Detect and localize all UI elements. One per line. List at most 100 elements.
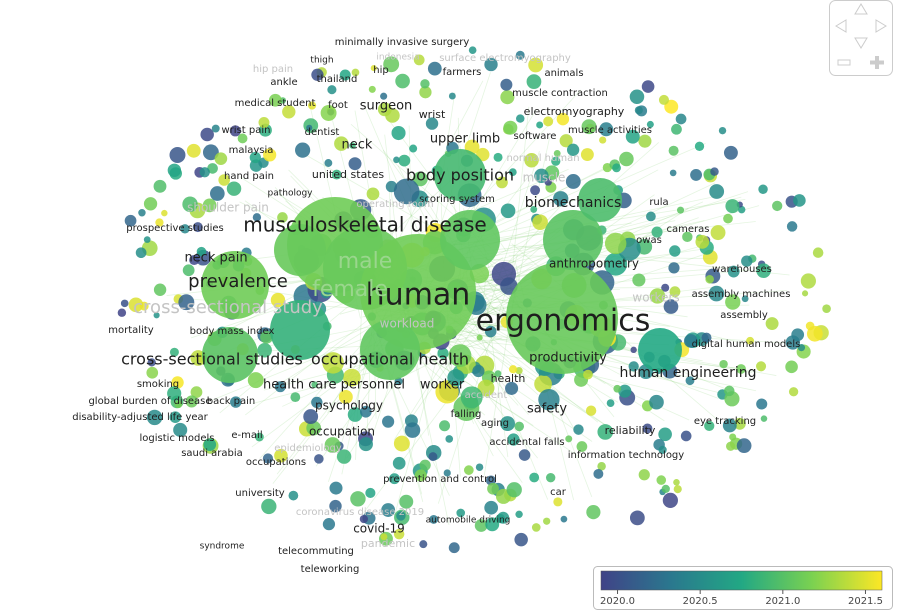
node-bubble	[448, 92, 456, 100]
node-bubble	[427, 61, 442, 76]
node-bubble	[200, 127, 214, 142]
node-bubble	[494, 370, 502, 378]
node-label: epidemiology	[274, 443, 342, 454]
node-label: health care personnel	[263, 378, 405, 393]
node-label: prospective studies	[126, 223, 223, 234]
node-bubble	[211, 124, 220, 133]
node-label: occupational health	[311, 350, 469, 369]
node-label: disability-adjusted life year	[72, 412, 208, 423]
node-bubble	[474, 519, 488, 532]
node-bubble	[675, 113, 687, 125]
zoom-in[interactable]	[870, 56, 884, 69]
node-label: prevalence	[188, 271, 288, 292]
node-bubble	[586, 505, 601, 520]
node-bubble	[274, 224, 326, 276]
node-bubble	[311, 381, 318, 388]
node-bubble	[117, 308, 127, 317]
node-bubble	[331, 169, 342, 180]
node-bubble	[524, 153, 539, 168]
zoom-out[interactable]	[837, 59, 851, 66]
node-label: thigh	[310, 56, 333, 66]
node-bubble	[169, 146, 186, 163]
node-bubble	[135, 247, 147, 259]
node-bubble	[409, 144, 418, 153]
node-bubble	[496, 176, 508, 189]
node-bubble	[277, 212, 288, 223]
node-bubble	[741, 255, 753, 267]
node-bubble	[629, 510, 645, 526]
node-bubble	[628, 361, 639, 372]
node-bubble	[514, 421, 525, 432]
colorbar: 2020.0 2020.5 2021.0 2021.5	[593, 566, 893, 610]
node-bubble	[311, 68, 324, 81]
node-bubble	[190, 386, 203, 398]
node-label: aging	[481, 418, 509, 429]
node-bubble	[182, 264, 195, 277]
node-label: safety	[527, 402, 567, 417]
node-bubble	[257, 343, 272, 358]
node-bubble	[252, 213, 262, 222]
node-bubble	[673, 485, 682, 494]
edge	[259, 329, 376, 459]
node-bubble	[565, 174, 581, 189]
node-label: indonesia	[376, 53, 419, 63]
node-bubble	[437, 347, 449, 359]
node-bubble	[174, 400, 183, 409]
node-label: assembly	[720, 310, 768, 321]
node-label: saudi arabia	[181, 448, 243, 459]
node-label: male	[338, 249, 393, 274]
pan-up[interactable]	[854, 3, 868, 15]
edge	[497, 306, 505, 332]
node-bubble	[146, 409, 163, 426]
node-bubble	[741, 295, 749, 303]
node-bubble	[139, 301, 149, 311]
node-bubble	[695, 234, 710, 249]
node-label: hip pain	[253, 64, 293, 75]
node-label: global burden of disease	[88, 396, 211, 407]
node-bubble	[395, 73, 410, 89]
node-bubble	[202, 144, 219, 161]
node-bubble	[218, 174, 230, 186]
node-bubble	[182, 196, 198, 212]
pan-left[interactable]	[835, 19, 847, 33]
node-bubble	[448, 344, 472, 368]
node-bubble	[805, 321, 815, 331]
node-bubble	[320, 105, 337, 121]
node-bubble	[556, 112, 570, 126]
node-bubble	[324, 159, 333, 167]
node-label: e-mail	[231, 430, 262, 441]
node-bubble	[201, 251, 269, 319]
node-bubble	[507, 433, 520, 446]
node-label: syndrome	[200, 542, 245, 552]
node-bubble	[475, 463, 484, 471]
node-bubble	[435, 380, 459, 404]
node-bubble	[704, 420, 715, 432]
node-bubble	[260, 330, 274, 344]
node-bubble	[812, 247, 824, 258]
node-bubble	[274, 381, 286, 393]
node-label: eye tracking	[694, 416, 756, 427]
node-bubble	[629, 89, 645, 104]
node-bubble	[822, 304, 831, 314]
node-bubble	[412, 171, 428, 187]
node-bubble	[186, 143, 201, 158]
node-bubble	[565, 435, 573, 443]
node-bubble	[274, 448, 288, 463]
node-label: medical student	[235, 98, 316, 109]
colorbar-tick-label: 2021.5	[848, 596, 883, 607]
pan-down[interactable]	[854, 37, 868, 49]
node-bubble	[167, 163, 182, 177]
node-label: psychology	[315, 399, 383, 413]
node-bubble	[434, 149, 486, 201]
node-label: ergonomics	[476, 304, 651, 339]
pan-right[interactable]	[875, 19, 887, 33]
node-bubble	[723, 213, 733, 224]
node-label: surface electromyography	[439, 53, 571, 64]
node-bubble	[322, 352, 344, 374]
node-bubble	[229, 125, 241, 137]
node-bubble	[737, 205, 746, 214]
colorbar-tick-label: 2020.0	[600, 596, 635, 607]
node-bubble	[553, 150, 561, 157]
node-label: ankle	[270, 77, 297, 88]
